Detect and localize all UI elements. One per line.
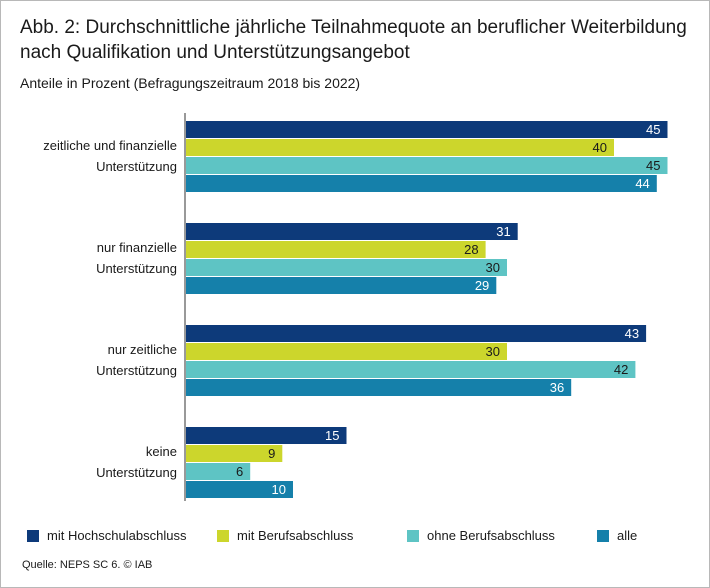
chart-subtitle: Anteile in Prozent (Befragungszeitraum 2…: [20, 75, 361, 91]
bar: [186, 139, 614, 156]
data-label: 10: [272, 482, 286, 497]
data-label: 15: [325, 428, 339, 443]
bar: [186, 121, 668, 138]
data-label: 43: [625, 326, 639, 341]
category-label: zeitliche und finanzielle Unterstützung: [43, 138, 177, 174]
data-label: 31: [496, 224, 510, 239]
category-label: keine Unterstützung: [96, 444, 177, 480]
bar: [186, 463, 251, 480]
bar: [186, 277, 497, 294]
data-label: 45: [646, 158, 660, 173]
bar: [186, 361, 636, 378]
bar: [186, 445, 283, 462]
legend-item: mit Berufsabschluss: [217, 528, 353, 543]
legend-swatch: [217, 529, 229, 542]
category-label: nur finanzielle Unterstützung: [96, 240, 177, 276]
legend-label: ohne Berufsabschluss: [427, 528, 555, 543]
bar: [186, 157, 668, 174]
source-note: Quelle: NEPS SC 6. © IAB: [22, 559, 153, 571]
bar: [186, 379, 572, 396]
legend: mit Hochschulabschluss mit Berufsabschlus…: [27, 528, 687, 546]
legend-label: alle: [617, 528, 638, 543]
data-label: 42: [614, 362, 628, 377]
data-label: 6: [236, 464, 243, 479]
data-label: 40: [593, 140, 607, 155]
legend-swatch: [407, 529, 419, 542]
data-label: 30: [486, 344, 500, 359]
bar: [186, 325, 647, 342]
data-label: 36: [550, 380, 564, 395]
data-label: 28: [464, 242, 478, 257]
bar: [186, 223, 518, 240]
data-label: 9: [268, 446, 275, 461]
bar: [186, 241, 486, 258]
legend-swatch: [597, 529, 609, 542]
legend-swatch: [27, 529, 39, 542]
data-label: 29: [475, 278, 489, 293]
bar: [186, 481, 293, 498]
legend-item: alle: [597, 528, 637, 543]
legend-item: mit Hochschulabschluss: [27, 528, 186, 543]
chart-title: Abb. 2: Durchschnittliche jährliche Teil…: [20, 17, 687, 63]
data-label: 45: [646, 122, 660, 137]
legend-label: mit Hochschulabschluss: [47, 528, 187, 543]
bar-chart: zeitliche und finanzielle Unterstützung 45…: [43, 113, 668, 501]
data-label: 44: [635, 176, 649, 191]
legend-label: mit Berufsabschluss: [237, 528, 354, 543]
category-label: nur zeitliche Unterstützung: [96, 342, 177, 378]
bar: [186, 259, 507, 276]
legend-item: ohne Berufsabschluss: [407, 528, 555, 543]
bar: [186, 427, 347, 444]
bar: [186, 343, 507, 360]
data-label: 30: [486, 260, 500, 275]
bar: [186, 175, 657, 192]
